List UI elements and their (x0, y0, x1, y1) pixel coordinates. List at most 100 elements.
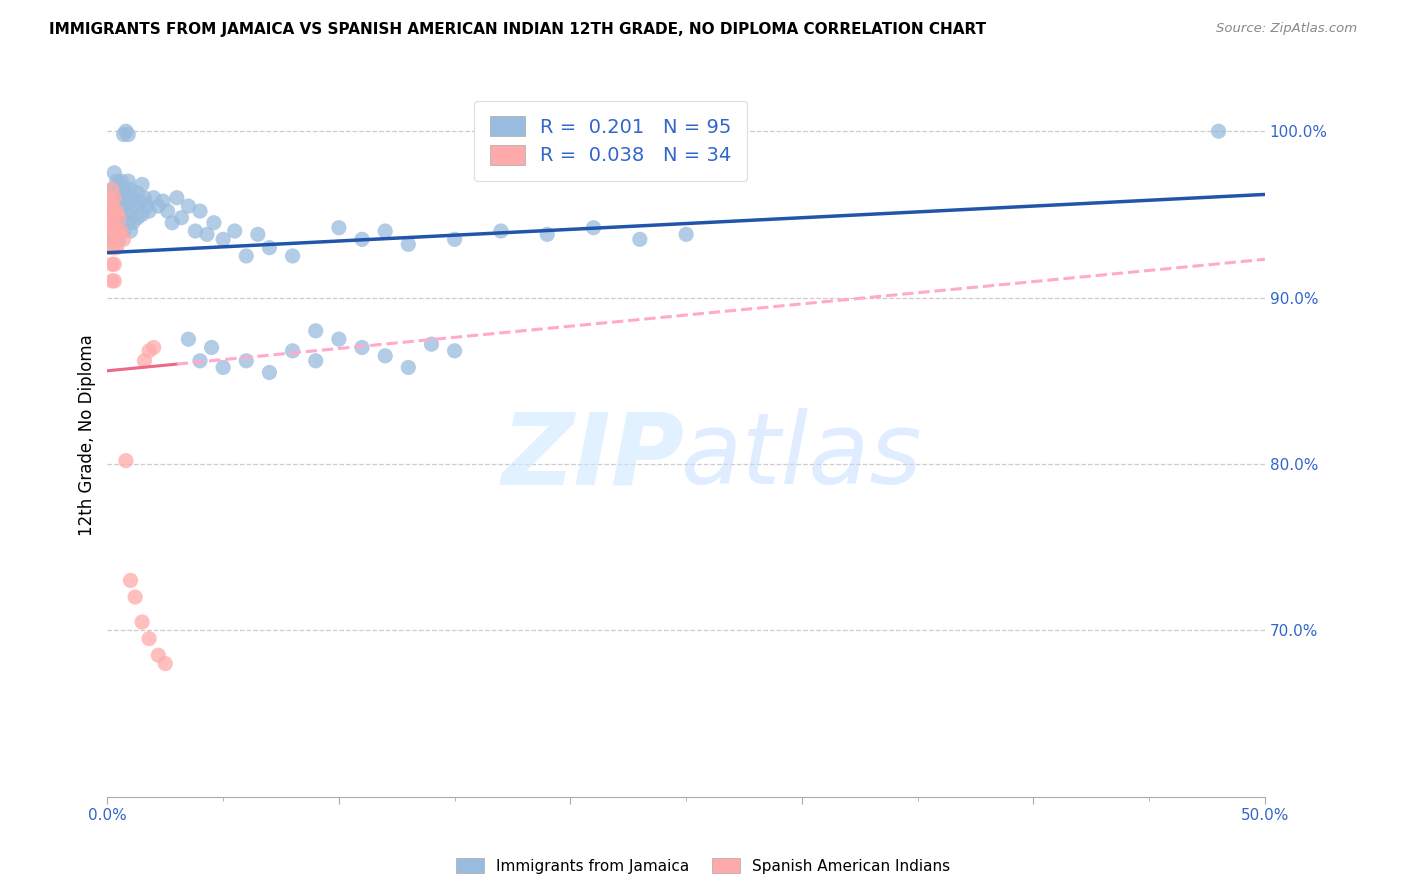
Point (138, 632, 160, 646)
Point (281, 343, 304, 358)
Point (188, 204, 211, 219)
Point (156, 204, 179, 219)
Point (108, 232, 131, 246)
Point (101, 274, 124, 288)
Point (628, 232, 651, 246)
Point (105, 241, 128, 255)
Point (134, 191, 156, 205)
Point (103, 182, 125, 196)
Text: atlas: atlas (681, 408, 922, 505)
Point (212, 360, 235, 375)
Point (105, 224, 128, 238)
Point (98, 216, 121, 230)
Point (98, 207, 121, 221)
Point (103, 274, 125, 288)
Point (115, 187, 138, 202)
Point (101, 241, 124, 255)
Point (582, 220, 605, 235)
Point (103, 216, 125, 230)
Point (101, 224, 124, 238)
Point (396, 360, 419, 375)
Point (120, 574, 142, 588)
Point (305, 324, 328, 338)
Point (103, 207, 125, 221)
Point (148, 199, 170, 213)
Point (259, 366, 281, 380)
Point (374, 224, 396, 238)
Point (121, 216, 143, 230)
Point (117, 128, 139, 142)
Point (105, 174, 128, 188)
Point (101, 199, 124, 213)
Point (152, 194, 174, 208)
Point (117, 194, 139, 208)
Point (103, 207, 125, 221)
Point (108, 194, 131, 208)
Point (112, 232, 135, 246)
Point (105, 224, 128, 238)
Point (112, 199, 135, 213)
Point (120, 204, 142, 219)
Point (131, 178, 153, 192)
Point (166, 191, 188, 205)
Point (420, 337, 443, 351)
Point (138, 343, 160, 358)
Point (443, 343, 465, 358)
Point (235, 249, 257, 263)
Point (110, 224, 132, 238)
Point (142, 191, 165, 205)
Point (117, 216, 139, 230)
Point (202, 216, 225, 230)
Point (489, 224, 512, 238)
Point (131, 615, 153, 629)
Point (148, 648, 170, 663)
Point (134, 353, 156, 368)
Point (135, 199, 157, 213)
Point (110, 224, 132, 238)
Point (98, 232, 121, 246)
Point (103, 257, 125, 271)
Point (131, 207, 153, 221)
Point (184, 224, 207, 238)
Point (536, 227, 558, 242)
Point (103, 241, 125, 255)
Point (127, 211, 149, 225)
Point (212, 232, 235, 246)
Point (115, 207, 138, 221)
Text: IMMIGRANTS FROM JAMAICA VS SPANISH AMERICAN INDIAN 12TH GRADE, NO DIPLOMA CORREL: IMMIGRANTS FROM JAMAICA VS SPANISH AMERI… (49, 22, 987, 37)
Point (112, 182, 135, 196)
Point (112, 224, 135, 238)
Point (101, 199, 124, 213)
Legend: Immigrants from Jamaica, Spanish American Indians: Immigrants from Jamaica, Spanish America… (450, 852, 956, 880)
Point (103, 199, 125, 213)
Point (108, 178, 131, 192)
Point (1208, 124, 1230, 138)
Point (177, 332, 200, 346)
Point (101, 216, 124, 230)
Point (101, 182, 124, 196)
Point (170, 211, 193, 225)
Text: ZIP: ZIP (502, 408, 685, 505)
Point (108, 211, 131, 225)
Point (110, 191, 132, 205)
Point (103, 224, 125, 238)
Point (188, 353, 211, 368)
Point (328, 220, 350, 235)
Point (115, 453, 138, 467)
Point (121, 191, 143, 205)
Point (101, 232, 124, 246)
Point (124, 199, 146, 213)
Point (98, 194, 121, 208)
Point (101, 182, 124, 196)
Point (98, 191, 121, 205)
Point (142, 341, 165, 355)
Point (155, 657, 177, 671)
Point (246, 227, 269, 242)
Point (281, 249, 304, 263)
Point (98, 207, 121, 221)
Point (108, 227, 131, 242)
Point (224, 224, 246, 238)
Legend: R =  0.201   N = 95, R =  0.038   N = 34: R = 0.201 N = 95, R = 0.038 N = 34 (474, 101, 748, 181)
Point (124, 590, 146, 604)
Point (675, 227, 697, 242)
